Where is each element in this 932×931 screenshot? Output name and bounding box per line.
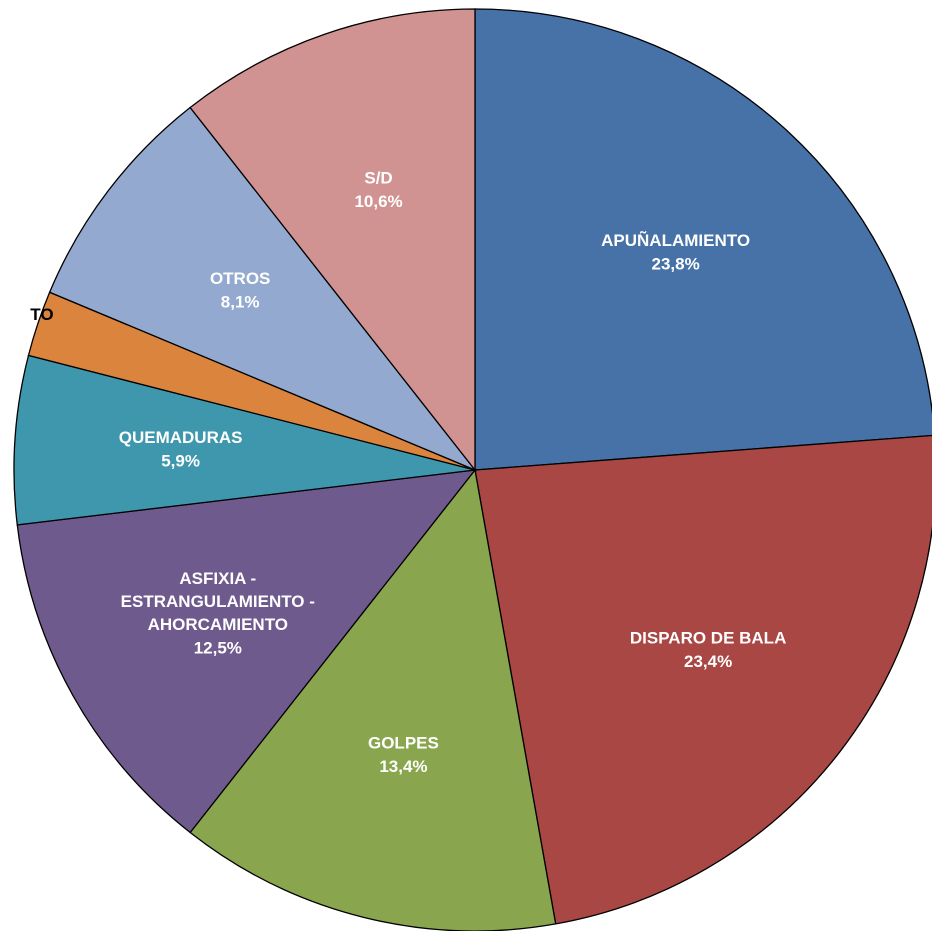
- slice-label: S/D: [364, 169, 392, 188]
- slice-label-line: OTROS: [210, 269, 270, 288]
- slice-label-line: APUÑALAMIENTO: [601, 231, 750, 251]
- slice-label: QUEMADURAS: [119, 429, 243, 448]
- slice-value-label: 23,8%: [652, 255, 700, 274]
- slice-label: APUÑALAMIENTO: [601, 231, 750, 251]
- slice-value-label: 5,9%: [161, 452, 200, 471]
- slice-label: DISPARO DE BALA: [630, 629, 786, 648]
- slice-value-label: 13,4%: [379, 757, 427, 776]
- slice-label: TO: [30, 305, 53, 324]
- slice-label-line: GOLPES: [368, 734, 439, 753]
- slice-label: OTROS: [210, 269, 270, 288]
- pie-slice: [48, 106, 478, 472]
- pie-slice: [474, 434, 932, 925]
- pie-slice: [16, 469, 477, 834]
- slice-value-label: 23,4%: [684, 652, 732, 671]
- pie-slice: [13, 354, 476, 526]
- slice-label: GOLPES: [368, 734, 439, 753]
- pie-slice: [474, 8, 932, 471]
- slice-label-line: DISPARO DE BALA: [630, 629, 786, 648]
- slice-label-line: QUEMADURAS: [119, 429, 243, 448]
- slice-value-label: 12,5%: [194, 639, 242, 658]
- slice-label-line: S/D: [364, 169, 392, 188]
- pie-slice: [189, 468, 557, 931]
- slice-value-label: 10,6%: [354, 192, 402, 211]
- pie-slice: [189, 8, 476, 472]
- slice-value-label: 8,1%: [221, 292, 260, 311]
- slice-label: ASFIXIA - ESTRANGULAMIENTO - AHORCAMIENTO: [121, 570, 315, 635]
- slice-label-line: ESTRANGULAMIENTO -: [121, 593, 315, 612]
- slice-label-line: AHORCAMIENTO: [148, 616, 288, 635]
- slice-label-line: ASFIXIA -: [179, 570, 256, 589]
